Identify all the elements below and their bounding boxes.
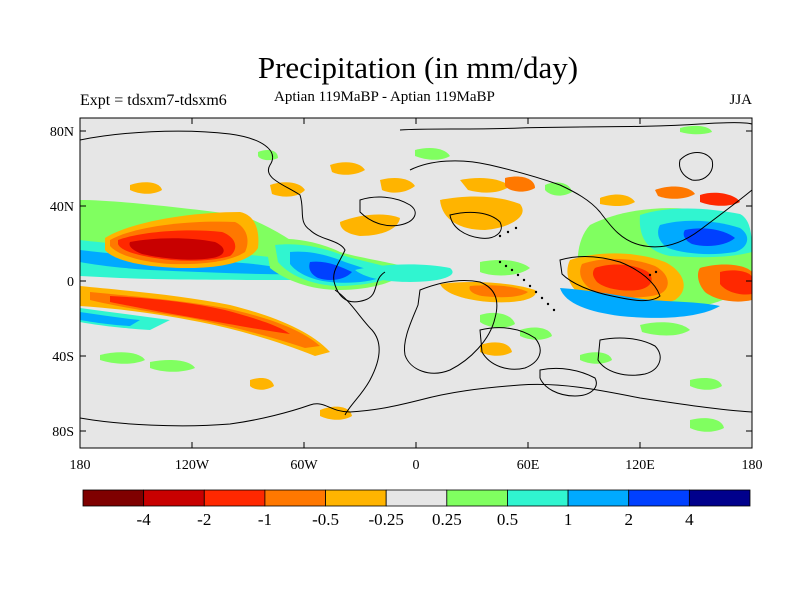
precip-patch — [380, 178, 415, 193]
colorbar-swatch — [628, 489, 690, 507]
precip-patch — [330, 162, 365, 175]
precip-patch — [460, 178, 510, 193]
lon-label: 120W — [175, 458, 210, 473]
precip-patch — [480, 312, 515, 328]
lat-label: 80N — [50, 125, 74, 140]
coastline — [539, 367, 597, 397]
lon-label: 120E — [625, 458, 655, 473]
coastline — [449, 211, 502, 239]
season-label: JJA — [729, 92, 752, 108]
precip-patch — [545, 182, 572, 196]
precip-patch — [520, 327, 552, 340]
precip-patch — [592, 264, 652, 291]
precip-patch — [700, 192, 740, 206]
precip-patch — [150, 360, 195, 372]
lat-label: 40N — [50, 200, 74, 215]
coastline — [409, 160, 752, 248]
precip-patch — [309, 261, 352, 280]
lat-label: 80S — [52, 425, 74, 440]
colorbar-swatch — [143, 489, 205, 507]
precip-patch — [110, 296, 290, 334]
coastline — [597, 337, 661, 376]
coastline — [399, 122, 752, 131]
coastline — [80, 130, 386, 303]
colorbar-swatch — [264, 489, 326, 507]
colorbar-swatch — [446, 489, 508, 507]
precip-patch — [680, 125, 712, 135]
precip-patch — [250, 378, 274, 390]
colorbar-label: -1 — [258, 510, 272, 529]
colorbar-swatch — [82, 489, 145, 507]
colorbar-label: -4 — [137, 510, 152, 529]
lat-label: 0 — [67, 275, 74, 290]
colorbar-label: 0.5 — [497, 510, 518, 529]
precip-patch — [690, 378, 722, 390]
colorbar: -4 -2 -1 -0.5 -0.25 0.25 0.5 1 2 4 — [82, 489, 751, 529]
colorbar-label: 1 — [564, 510, 573, 529]
island-chain — [498, 226, 658, 312]
colorbar-swatch — [688, 489, 751, 507]
coastlines — [80, 122, 752, 427]
lon-label: 180 — [742, 458, 763, 473]
colorbar-label: -0.5 — [312, 510, 339, 529]
coastline — [559, 255, 661, 302]
colorbar-swatch — [567, 489, 630, 507]
map-subtitle: Aptian 119MaBP - Aptian 119MaBP — [274, 89, 495, 105]
colorbar-swatch — [203, 489, 266, 507]
precip-patch — [129, 238, 224, 260]
lon-label: 60E — [517, 458, 540, 473]
precip-patch — [320, 406, 352, 420]
coastline — [479, 327, 541, 370]
latitude-axis: 80N 40N 0 40S 80S — [50, 125, 752, 440]
precip-patch — [720, 270, 752, 295]
precip-patch — [415, 148, 450, 160]
precip-patch — [469, 285, 528, 298]
precip-patch — [130, 182, 162, 194]
experiment-label: Expt = tdsxm7-tdsxm6 — [80, 92, 227, 109]
precip-patch — [580, 352, 612, 364]
colorbar-swatch — [507, 489, 569, 507]
lon-label: 60W — [290, 458, 318, 473]
precip-patch — [690, 418, 724, 432]
colorbar-label: 2 — [624, 510, 633, 529]
precip-patch — [655, 186, 695, 199]
lon-label: 180 — [70, 458, 91, 473]
precip-patch — [100, 352, 145, 364]
coastline — [403, 279, 498, 374]
coastline — [679, 152, 714, 181]
colorbar-label: -0.25 — [368, 510, 403, 529]
precip-patch — [80, 312, 140, 326]
longitude-axis: 180 120W 60W 0 60E 120E 180 — [70, 118, 763, 473]
precip-patch — [505, 176, 535, 192]
precip-anomaly-field — [80, 125, 752, 432]
colorbar-label: -2 — [197, 510, 211, 529]
lon-label: 0 — [413, 458, 420, 473]
precip-patch — [600, 194, 635, 206]
lat-label: 40S — [52, 350, 74, 365]
precip-patch — [480, 260, 530, 276]
colorbar-swatch — [325, 489, 387, 507]
precip-patch — [640, 322, 690, 336]
colorbar-label: 4 — [685, 510, 694, 529]
coastline — [334, 289, 380, 416]
coastline — [80, 383, 752, 427]
precip-patch — [340, 214, 400, 236]
precip-patch — [480, 342, 512, 356]
precip-patch — [560, 288, 720, 318]
coastline — [359, 196, 416, 227]
map-title: Precipitation (in mm/day) — [257, 50, 579, 85]
colorbar-label: 0.25 — [432, 510, 462, 529]
colorbar-swatch — [385, 489, 448, 507]
